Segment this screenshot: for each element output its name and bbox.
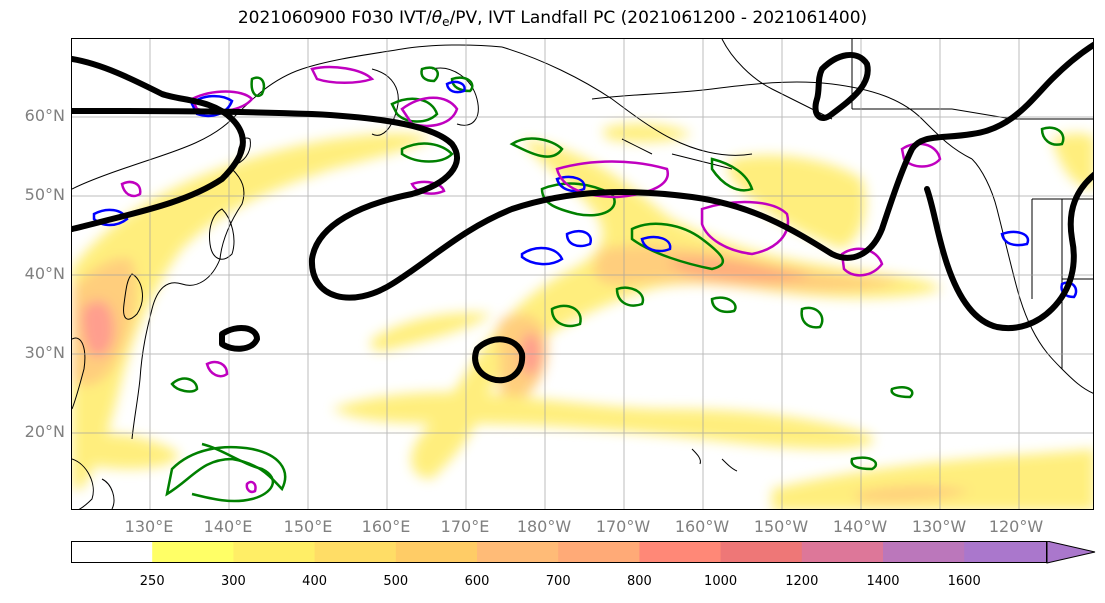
lon-label-170w: 170°W [595, 517, 651, 536]
lon-label-180w: 180°W [516, 517, 572, 536]
coastlines [72, 39, 1093, 509]
colorbar-bin [558, 541, 640, 563]
colorbar-bin [883, 541, 965, 563]
graticule [72, 39, 1093, 509]
colorbar-bin [233, 541, 316, 563]
colorbar-tick-label: 800 [626, 574, 652, 589]
lat-label-20: 20°N [24, 422, 65, 441]
map-panel [71, 38, 1094, 510]
colorbar-tick-label: 1000 [704, 574, 738, 589]
map-title: 2021060900 F030 IVT/θe/PV, IVT Landfall … [0, 8, 1105, 29]
colorbar-tick-label: 1400 [866, 574, 900, 589]
lon-label-160w: 160°W [674, 517, 730, 536]
colorbar-bin [71, 541, 153, 563]
lon-label-160e: 160°E [361, 517, 411, 536]
title-suffix: /PV, IVT Landfall PC (2021061200 - 20210… [449, 8, 868, 28]
colorbar-tick-label: 600 [464, 574, 490, 589]
lon-label-130w: 130°W [911, 517, 967, 536]
title-theta: θ [431, 8, 443, 28]
lon-label-120w: 120°W [988, 517, 1044, 536]
colorbar-bin [152, 541, 234, 563]
green-contours [165, 66, 1065, 503]
colorbar-bin [639, 541, 722, 563]
colorbar-tick-label: 400 [302, 574, 328, 589]
colorbar-tick-label: 1600 [947, 574, 981, 589]
colorbar-bin [395, 541, 478, 563]
ivt-colorbar [71, 541, 1096, 564]
lat-label-30: 30°N [24, 343, 65, 362]
colorbar-bin [314, 541, 397, 563]
ivt-shading [72, 123, 1093, 509]
title-prefix: 2021060900 F030 IVT/ [237, 8, 432, 28]
colorbar-tick-label: 700 [545, 574, 571, 589]
map-canvas [72, 39, 1093, 509]
lat-label-60: 60°N [24, 106, 65, 125]
lon-label-140w: 140°W [832, 517, 888, 536]
lon-label-170e: 170°E [440, 517, 490, 536]
thetae-pv-contours [72, 41, 1093, 384]
lon-label-130e: 130°E [124, 517, 174, 536]
colorbar-tick-label: 500 [383, 574, 409, 589]
colorbar-bin [801, 541, 884, 563]
colorbar-segments [71, 541, 1047, 563]
lon-label-150e: 150°E [283, 517, 333, 536]
title-theta-sub: e [442, 15, 450, 29]
lat-label-40: 40°N [24, 264, 65, 283]
colorbar-bin [720, 541, 803, 563]
colorbar-tick-label: 300 [220, 574, 246, 589]
colorbar-outline [71, 541, 1047, 563]
lon-label-150w: 150°W [753, 517, 809, 536]
colorbar-tick-label: 250 [139, 574, 165, 589]
blue-contours [92, 80, 1078, 299]
lat-label-50: 50°N [24, 185, 65, 204]
lon-label-140e: 140°E [203, 517, 253, 536]
colorbar-bin [477, 541, 559, 563]
colorbar-bin [964, 541, 1047, 563]
colorbar-tick-label: 1200 [785, 574, 819, 589]
colorbar-extend-arrow [1046, 541, 1096, 564]
